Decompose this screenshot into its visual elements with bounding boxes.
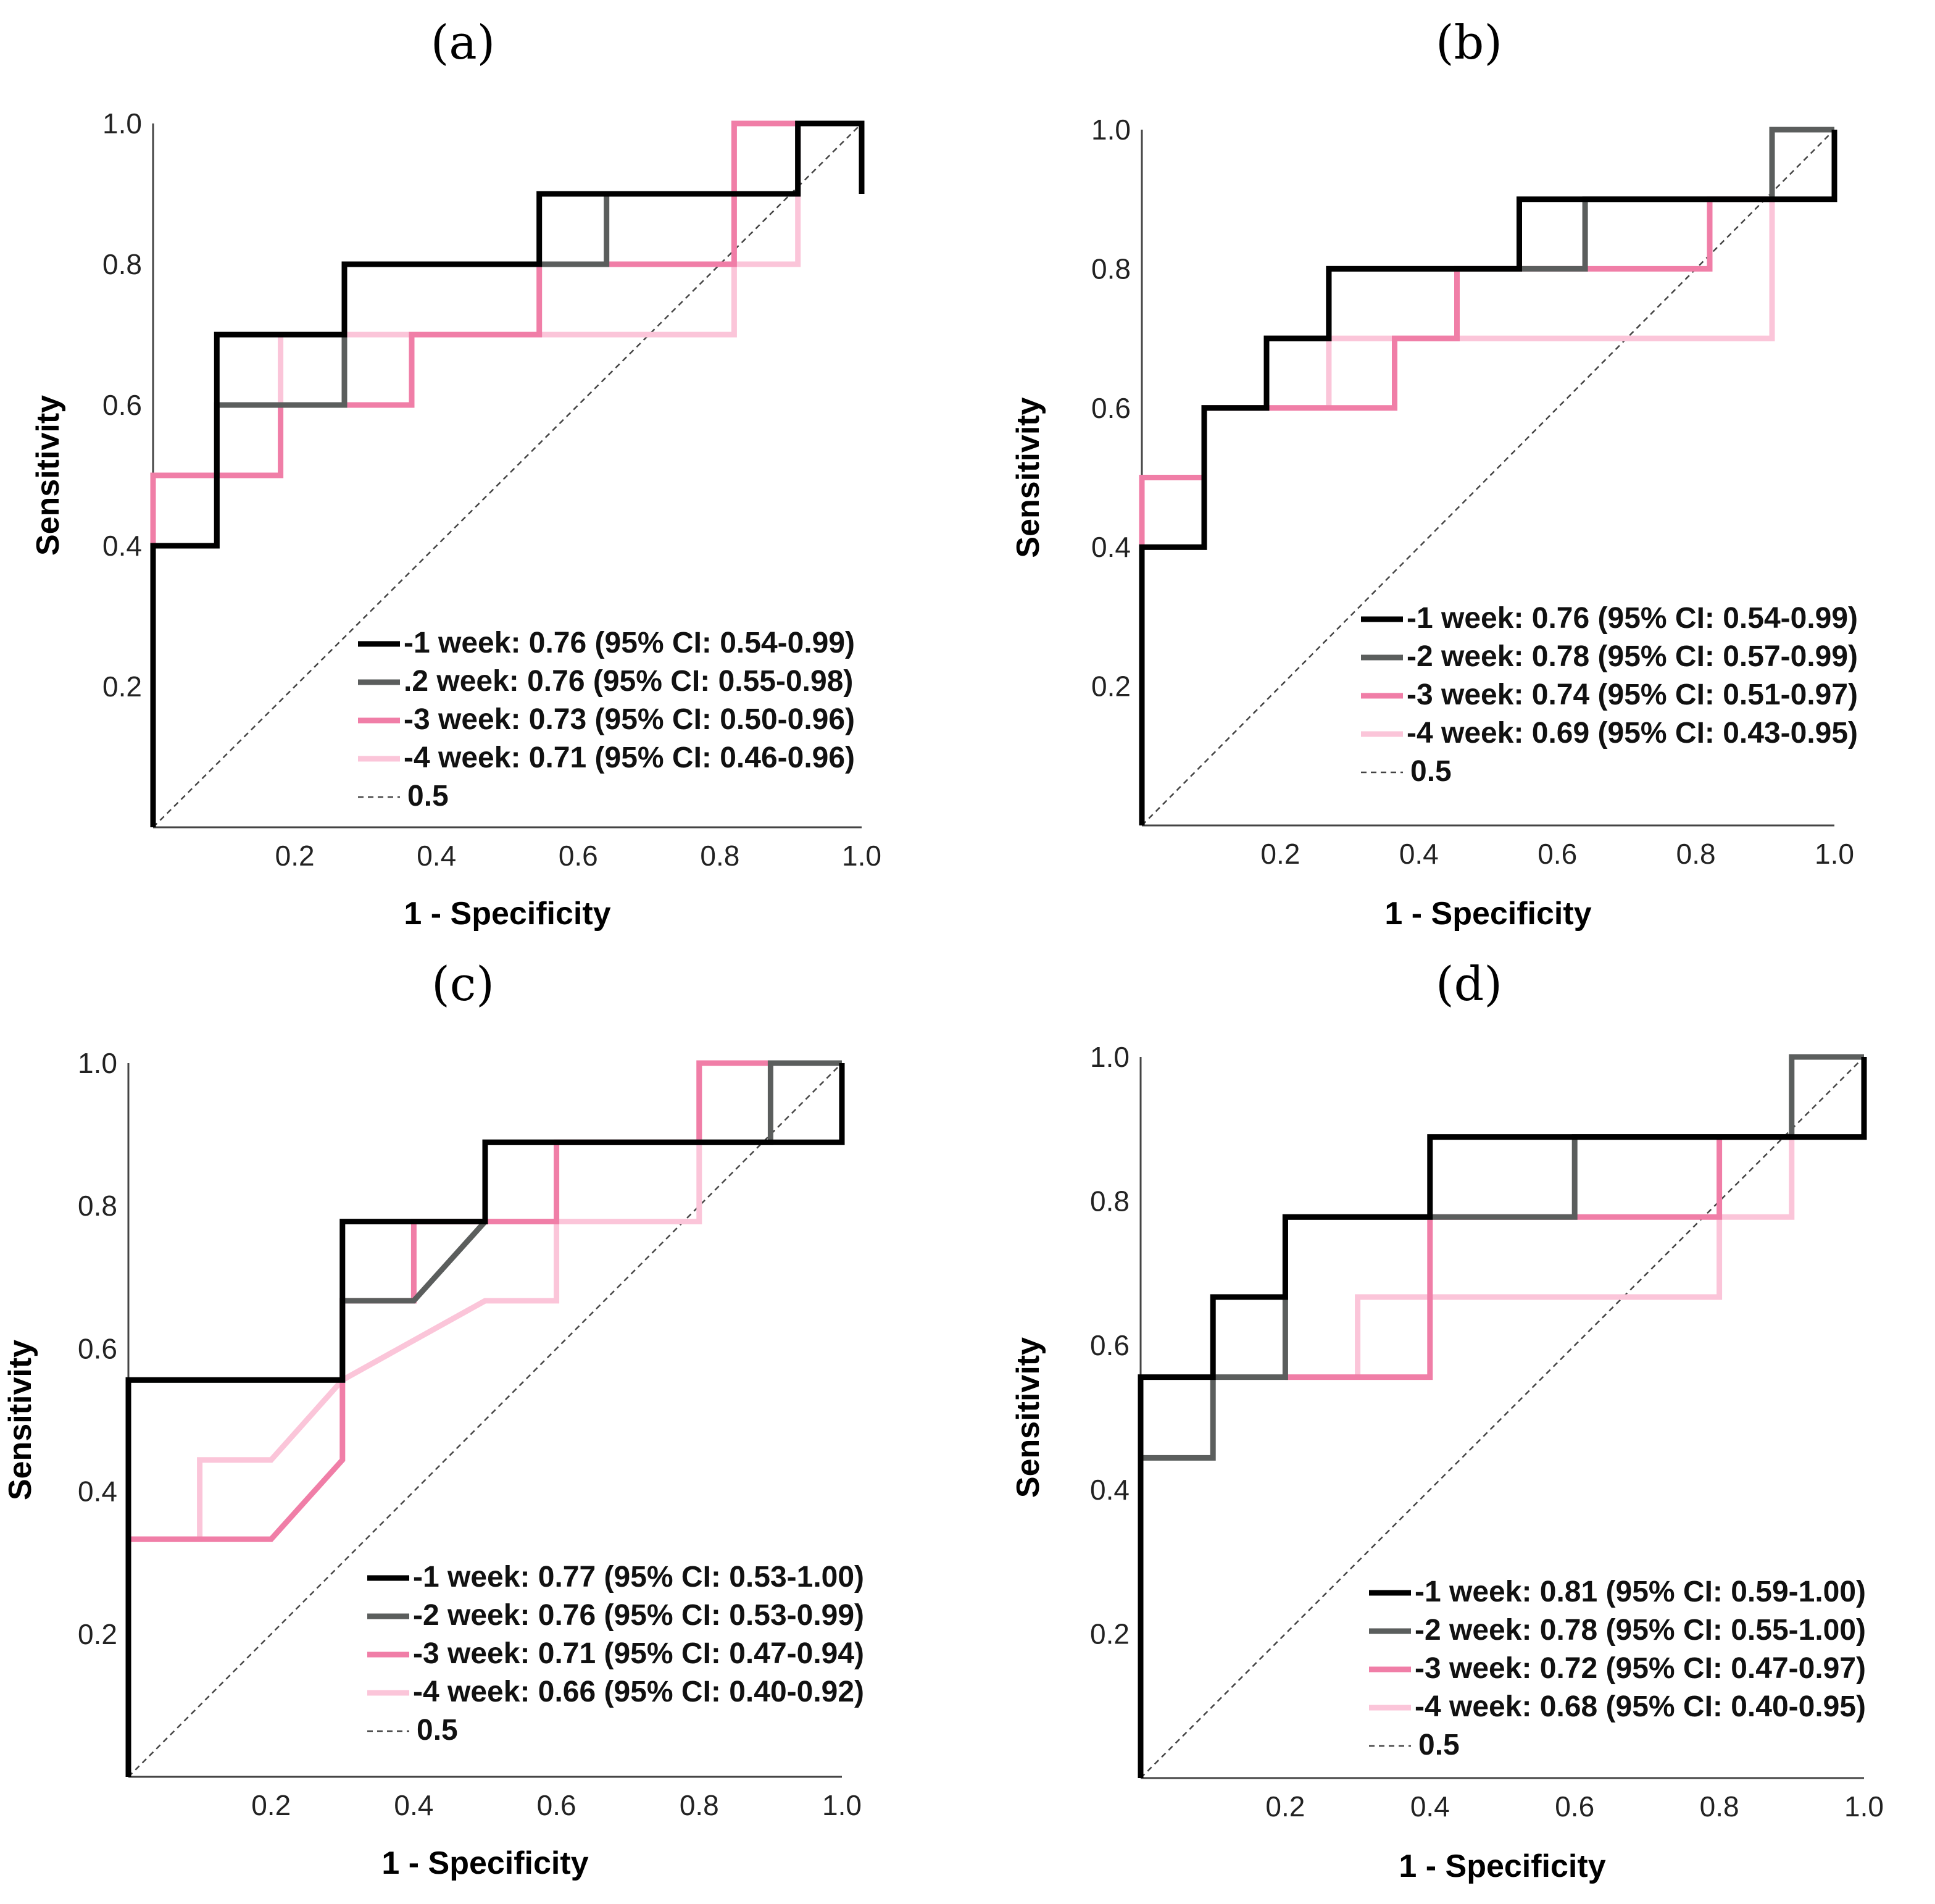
panel-label: (c) [431,956,494,1011]
legend-entry: -4 week: 0.69 (95% CI: 0.43-0.95) [1407,717,1858,749]
y-tick-label: 0.4 [1090,1474,1130,1506]
x-axis-title: 1 - Specificity [404,896,610,932]
legend-entry-reference: 0.5 [1418,1729,1460,1761]
legend-entry: -3 week: 0.73 (95% CI: 0.50-0.96) [404,703,855,736]
legend-entry: -3 week: 0.72 (95% CI: 0.47-0.97) [1415,1652,1866,1685]
legend-entry: -3 week: 0.74 (95% CI: 0.51-0.97) [1407,679,1858,711]
x-tick-label: 0.2 [251,1789,291,1821]
x-tick-label: 0.6 [559,840,598,872]
y-tick-label: 0.2 [102,670,142,703]
roc-panel: (d) 0.2 0.4 0.6 0.8 1.0 0.2 0.4 0.6 0.8 1.0 1 - Spe… [1010,956,1884,1884]
roc-curve-1-week [1139,130,1837,825]
y-tick-label: 0.6 [1090,1329,1130,1361]
legend-entry: -1 week: 0.76 (95% CI: 0.54-0.99) [404,627,855,659]
y-tick-label: 0.4 [102,530,142,562]
x-tick-label: 0.6 [1555,1790,1594,1823]
panel-label: (b) [1436,15,1502,70]
x-axis-title: 1 - Specificity [381,1845,588,1881]
y-tick-label: 0.8 [102,248,142,280]
y-tick-label: 1.0 [1091,114,1131,146]
legend-entry: -3 week: 0.71 (95% CI: 0.47-0.94) [413,1637,864,1670]
legend-entry-reference: 0.5 [1410,755,1452,788]
legend: -1 week: 0.76 (95% CI: 0.54-0.99) -2 week… [1361,602,1858,788]
roc-curve-1-week [1138,1057,1867,1778]
y-axis-title: Sensitivity [30,395,66,556]
y-tick-label: 1.0 [102,107,142,140]
reference-diagonal [152,123,862,828]
x-axis-title: 1 - Specificity [1384,896,1591,932]
reference-diagonal [1140,1056,1865,1779]
x-tick-label: 0.8 [1676,838,1716,870]
reference-diagonal [128,1063,843,1777]
y-tick-label: 0.6 [78,1332,117,1364]
x-tick-label: 1.0 [1844,1790,1884,1823]
x-tick-label: 0.8 [700,840,739,872]
x-tick-label: 0.4 [417,840,456,872]
x-tick-label: 0.6 [1538,838,1577,870]
x-tick-label: 0.8 [680,1789,719,1821]
x-tick-label: 0.2 [275,840,315,872]
y-tick-label: 0.4 [1091,531,1131,563]
roc-panel: (b) 0.2 0.4 0.6 0.8 1.0 0.2 0.4 0.6 0.8 1.0 1 - Spe… [1010,15,1858,932]
roc-panel: (c) 0.2 0.4 0.6 0.8 1.0 0.2 0.4 0.6 0.8 1.0 1 - Spe… [2,956,864,1881]
legend-entry: -4 week: 0.71 (95% CI: 0.46-0.96) [404,741,855,774]
x-tick-label: 0.2 [1260,838,1300,870]
x-tick-label: 1.0 [842,840,881,872]
x-tick-label: 0.4 [394,1789,433,1821]
legend-entry: -2 week: 0.78 (95% CI: 0.57-0.99) [1407,640,1858,673]
y-tick-label: 0.4 [78,1476,117,1508]
x-tick-label: 1.0 [822,1789,862,1821]
x-tick-label: 0.4 [1399,838,1439,870]
x-axis-title: 1 - Specificity [1399,1848,1605,1884]
y-axis-title: Sensitivity [1010,397,1046,557]
roc-curve-3-week [150,120,862,827]
legend-entry: -1 week: 0.76 (95% CI: 0.54-0.99) [1407,602,1858,635]
legend-entry: -2 week: 0.78 (95% CI: 0.55-1.00) [1415,1614,1866,1647]
x-tick-label: 1.0 [1815,838,1854,870]
roc-curve-1-week [150,120,865,827]
legend-entry: -1 week: 0.81 (95% CI: 0.59-1.00) [1415,1576,1866,1608]
legend-entry: -2 week: 0.76 (95% CI: 0.53-0.99) [413,1599,864,1632]
x-tick-label: 0.6 [537,1789,576,1821]
legend: -1 week: 0.81 (95% CI: 0.59-1.00) -2 week… [1369,1576,1866,1761]
panel-label: (a) [431,15,496,70]
y-tick-label: 0.8 [1091,253,1131,285]
legend-entry: -1 week: 0.77 (95% CI: 0.53-1.00) [413,1561,864,1593]
x-tick-label: 0.2 [1265,1790,1305,1823]
roc-curve-4-week [1355,1137,1795,1377]
roc-curve-4-week [128,1060,771,1542]
x-tick-label: 0.4 [1410,1790,1450,1823]
y-axis-title: Sensitivity [2,1340,38,1500]
y-tick-label: 0.2 [1091,670,1131,703]
y-tick-label: 0.6 [1091,392,1131,424]
y-tick-label: 0.2 [1090,1618,1130,1650]
y-tick-label: 1.0 [1090,1041,1130,1073]
legend-entry: -4 week: 0.66 (95% CI: 0.40-0.92) [413,1676,864,1708]
legend-entry: -4 week: 0.68 (95% CI: 0.40-0.95) [1415,1690,1866,1723]
legend-entry: .2 week: 0.76 (95% CI: 0.55-0.98) [404,665,853,698]
roc-curve-3-week [128,1060,771,1542]
roc-curve-3-week [1285,1134,1792,1380]
roc-panel: (a) 0.2 0.4 0.6 0.8 1.0 0.2 0.4 0.6 0.8 1.0 1 - Spe… [30,15,881,932]
legend: -1 week: 0.76 (95% CI: 0.54-0.99) .2 week… [358,627,855,812]
legend-entry-reference: 0.5 [417,1714,458,1747]
legend-entry-reference: 0.5 [407,780,449,812]
x-tick-label: 0.8 [1700,1790,1739,1823]
y-tick-label: 0.6 [102,389,142,421]
y-axis-title: Sensitivity [1010,1337,1046,1498]
y-tick-label: 1.0 [78,1047,117,1079]
legend: -1 week: 0.77 (95% CI: 0.53-1.00) -2 week… [367,1561,864,1747]
panel-label: (d) [1436,956,1502,1011]
roc-curve-1-week [125,1063,845,1777]
y-tick-label: 0.8 [1090,1185,1130,1217]
y-tick-label: 0.8 [78,1190,117,1222]
y-tick-label: 0.2 [78,1618,117,1650]
roc-curve-2-week [1141,1054,1864,1461]
